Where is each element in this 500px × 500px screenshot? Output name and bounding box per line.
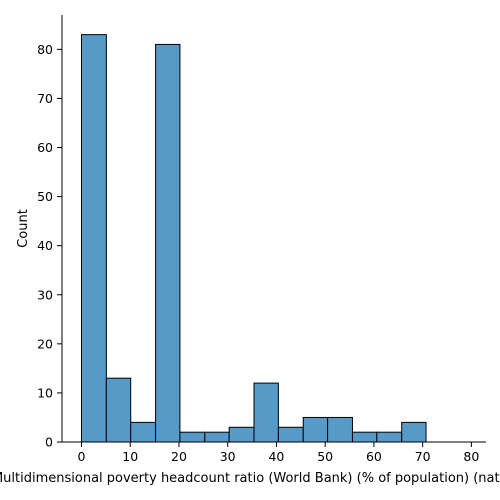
x-axis-label: Multidimensional poverty headcount ratio… <box>0 471 500 486</box>
histogram-bar <box>106 378 130 442</box>
histogram-bar <box>180 432 205 442</box>
histogram-bar <box>229 427 254 442</box>
histogram-bar <box>328 417 353 442</box>
x-axis: 0 10 20 30 40 50 60 70 80 <box>62 442 486 464</box>
x-tick-label: 30 <box>220 449 236 464</box>
histogram-bar <box>303 417 327 442</box>
y-tick-label: 10 <box>37 385 53 400</box>
histogram-bar <box>278 427 303 442</box>
histogram-bar <box>156 44 180 442</box>
y-tick-label: 50 <box>37 189 53 204</box>
x-tick-label: 50 <box>317 449 333 464</box>
y-axis: 0 10 20 30 40 50 60 70 80 <box>37 15 62 450</box>
histogram-bar <box>81 35 106 442</box>
x-tick-label: 60 <box>366 449 382 464</box>
x-tick-label: 40 <box>268 449 284 464</box>
y-tick-label: 70 <box>37 91 53 106</box>
histogram-bar <box>402 422 426 442</box>
y-tick-label: 60 <box>37 140 53 155</box>
x-tick-label: 10 <box>122 449 138 464</box>
y-tick-label: 30 <box>37 287 53 302</box>
x-tick-label: 80 <box>463 449 479 464</box>
x-tick-label: 20 <box>171 449 187 464</box>
y-tick-label: 80 <box>37 42 53 57</box>
x-tick-label: 70 <box>415 449 431 464</box>
histogram-bar <box>205 432 229 442</box>
histogram-bar <box>352 432 376 442</box>
x-tick-label: 0 <box>78 449 86 464</box>
y-tick-label: 0 <box>45 435 53 450</box>
bars <box>81 35 426 442</box>
histogram-bar <box>131 422 156 442</box>
y-tick-label: 20 <box>37 336 53 351</box>
histogram-bar <box>254 383 278 442</box>
y-axis-label: Count <box>16 209 31 248</box>
histogram-bar <box>377 432 402 442</box>
y-tick-label: 40 <box>37 238 53 253</box>
